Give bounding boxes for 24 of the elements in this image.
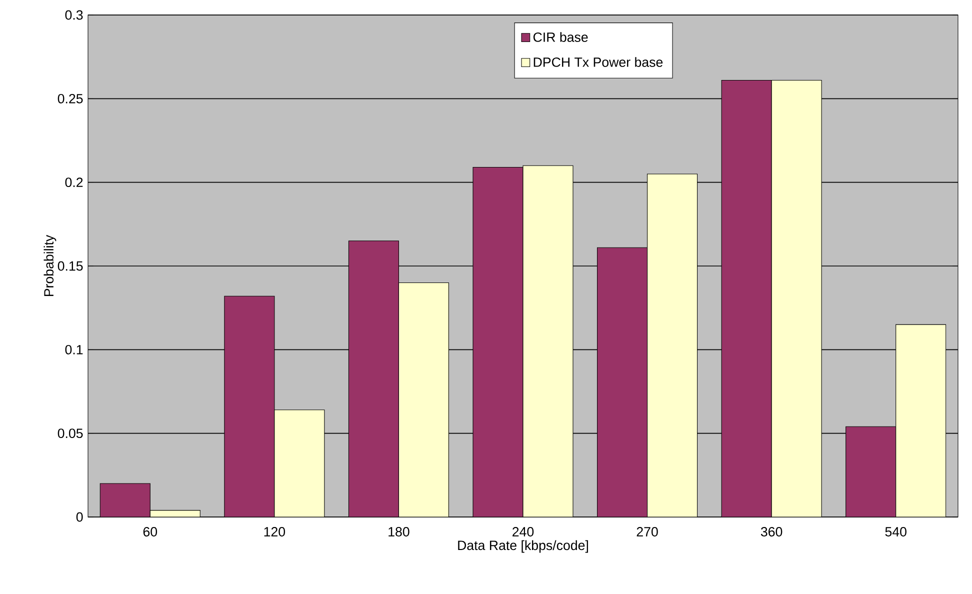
x-tick-label: 120 <box>264 527 286 536</box>
x-tick-label: 240 <box>512 527 534 536</box>
x-tick-label: 180 <box>388 527 410 536</box>
x-tick-label: 270 <box>636 527 658 536</box>
y-tick-label: 0.1 <box>65 344 83 354</box>
bar <box>771 80 822 517</box>
y-tick-label: 0.05 <box>58 428 83 438</box>
bar <box>522 165 574 517</box>
y-tick-label: 0.3 <box>65 10 83 20</box>
x-tick-label: 360 <box>760 527 782 536</box>
y-tick-label: 0.2 <box>65 178 83 188</box>
y-tick-label: 0.15 <box>58 261 83 271</box>
y-tick-label: 0 <box>76 512 83 522</box>
x-tick-label: 540 <box>885 527 906 536</box>
legend-label: CIR base <box>533 32 588 42</box>
bar <box>896 324 946 517</box>
bar <box>647 174 698 517</box>
legend-label: DPCH Tx Power base <box>534 57 663 67</box>
x-axis-title: Data Rate [kbps/code] <box>458 540 588 553</box>
bar <box>274 410 325 517</box>
y-axis-title: Probability <box>44 234 56 296</box>
y-tick-label: 0.25 <box>58 94 83 104</box>
x-tick-label: 60 <box>143 527 158 536</box>
bar <box>398 282 449 517</box>
